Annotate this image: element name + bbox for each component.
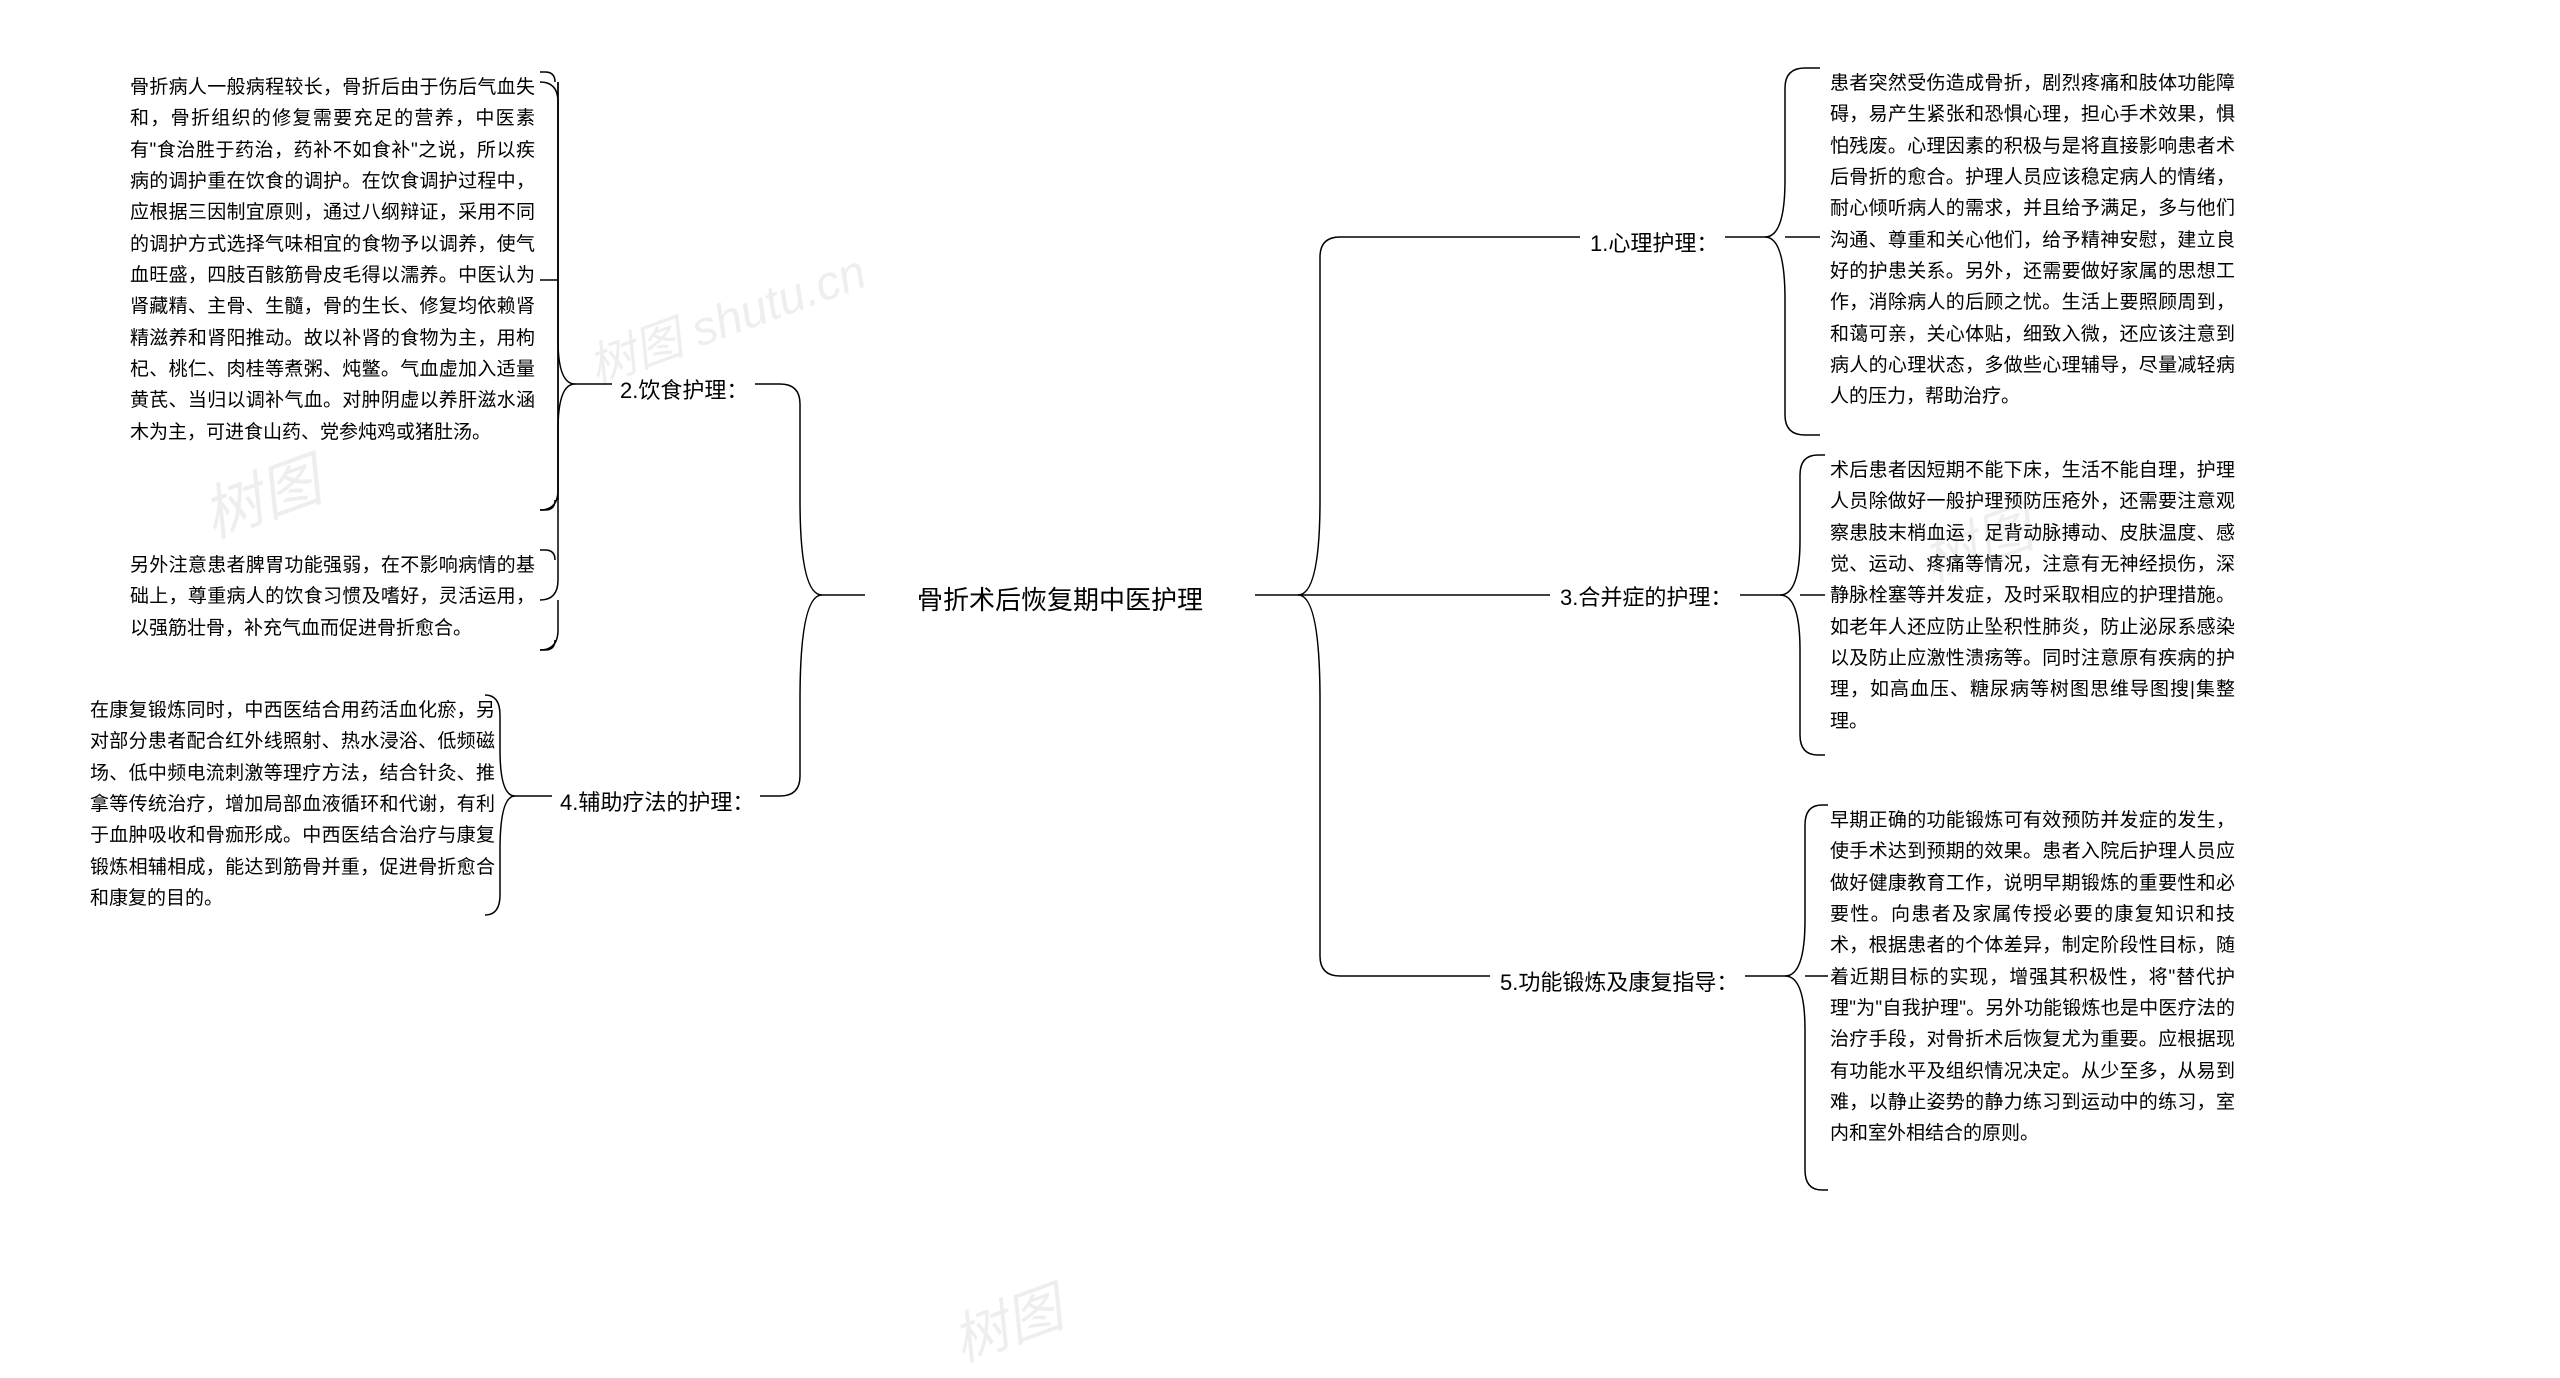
leaf-diet-1: 骨折病人一般病程较长，骨折后由于伤后气血失和，骨折组织的修复需要充足的营养，中医… [130, 72, 535, 448]
mindmap-center: 骨折术后恢复期中医护理 [870, 580, 1250, 617]
watermark: 树图 [940, 1263, 1073, 1377]
leaf-adjuvant-1: 在康复锻炼同时，中西医结合用药活血化瘀，另对部分患者配合红外线照射、热水浸浴、低… [90, 695, 495, 914]
leaf-diet-2: 另外注意患者脾胃功能强弱，在不影响病情的基础上，尊重病人的饮食习惯及嗜好，灵活运… [130, 550, 535, 644]
branch-label-psychology: 1.心理护理： [1590, 226, 1718, 258]
branch-label-rehab: 5.功能锻炼及康复指导： [1500, 965, 1738, 997]
leaf-rehab-1: 早期正确的功能锻炼可有效预防并发症的发生，使手术达到预期的效果。患者入院后护理人… [1830, 805, 2235, 1150]
leaf-psychology-1: 患者突然受伤造成骨折，剧烈疼痛和肢体功能障碍，易产生紧张和恐惧心理，担心手术效果… [1830, 68, 2235, 413]
branch-label-adjuvant: 4.辅助疗法的护理： [560, 785, 754, 817]
leaf-complications-1: 术后患者因短期不能下床，生活不能自理，护理人员除做好一般护理预防压疮外，还需要注… [1830, 455, 2235, 737]
branch-label-complications: 3.合并症的护理： [1560, 580, 1732, 612]
branch-label-diet: 2.饮食护理： [620, 373, 748, 405]
watermark: 树图 [189, 432, 332, 555]
